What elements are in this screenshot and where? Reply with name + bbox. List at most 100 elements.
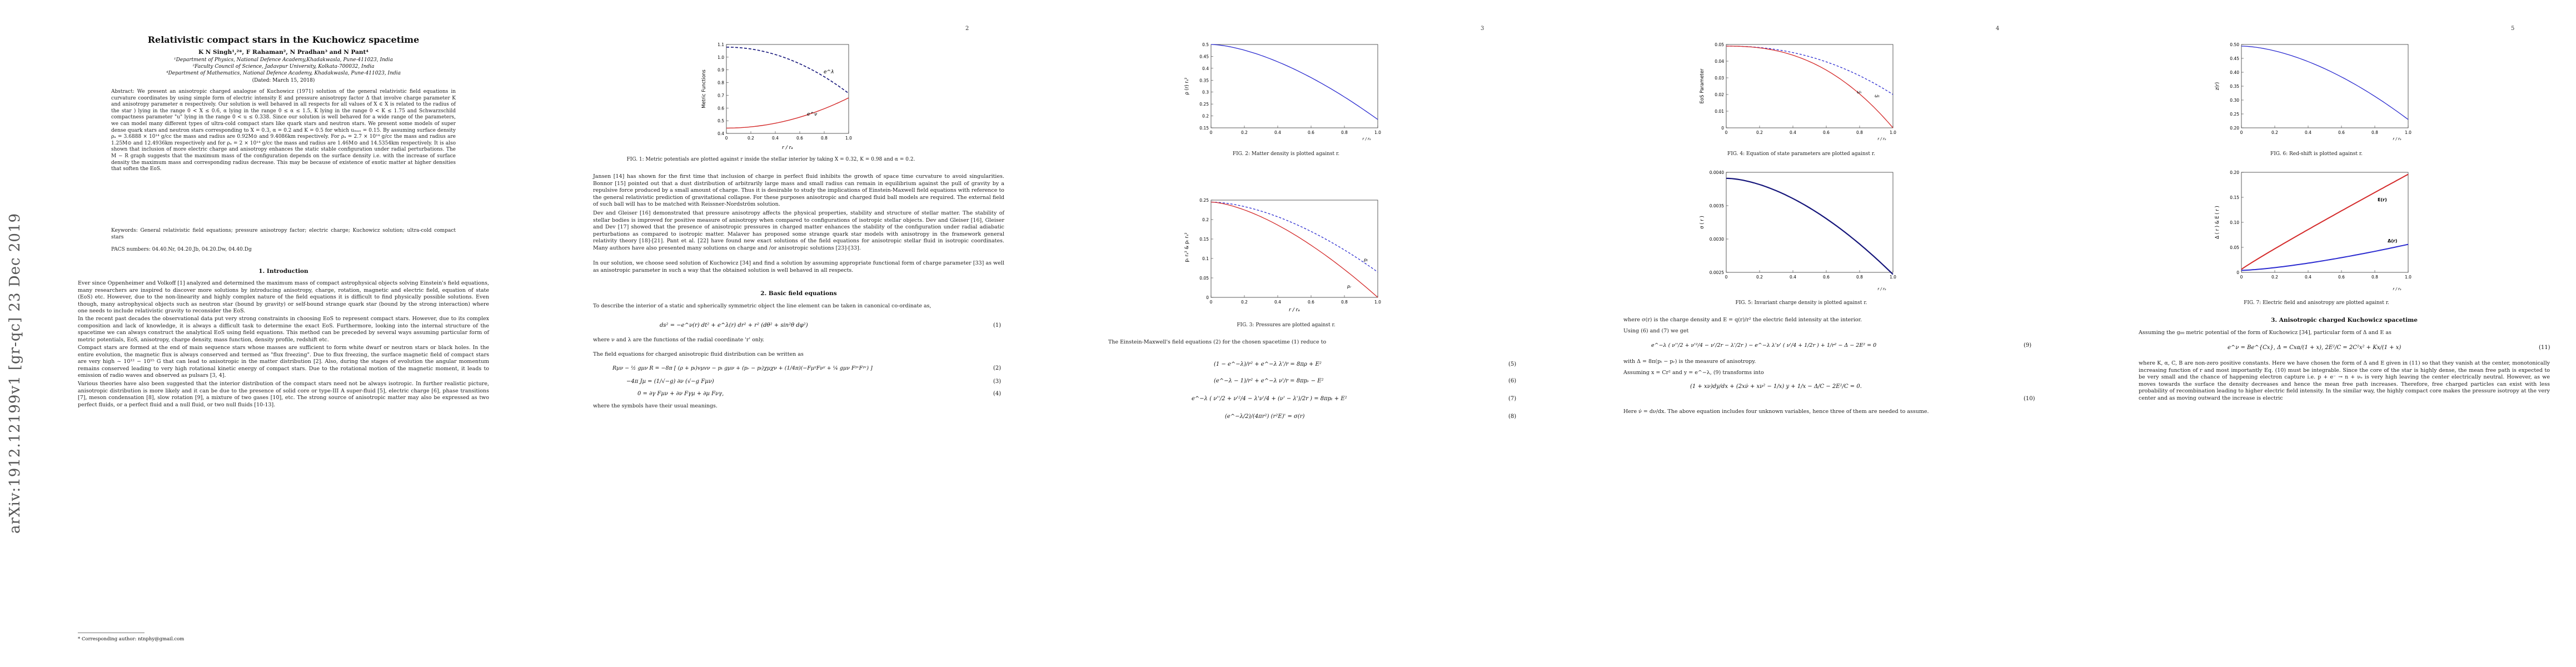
fig2-tick-label: 0.2 (1202, 114, 1209, 119)
fig5-tick-label: 0.0040 (1710, 170, 1724, 175)
fig7-tick-label: 0.05 (2230, 245, 2239, 250)
fig3-tick-label: 0 (1210, 300, 1213, 305)
fig4-tick-label: 0.8 (1856, 130, 1863, 135)
equation-3: −4π Jµ = (1/√−g) ∂ν (√−g Fµν) (626, 379, 714, 385)
page4-paragraph-2: Using (6) and (7) we get (1623, 328, 1689, 334)
fig7-tick-label: 0.4 (2305, 275, 2311, 280)
page4-paragraph-1: where σ(r) is the charge density and E =… (1623, 317, 1862, 323)
fig2-tick-label: 0.4 (1202, 66, 1209, 71)
fig3-radial-pressure-line (1210, 201, 1378, 298)
figure-2-caption: FIG. 2: Matter density is plotted agains… (1232, 151, 1340, 157)
fig7-xlabel: r / rₐ (2393, 287, 2401, 291)
fig7-tick-label: 0 (2240, 275, 2243, 280)
fig6-redshift-line (2241, 46, 2409, 120)
fig1-metric-lambda-line (726, 47, 849, 94)
fig7-ylabel: Δ ( r ) & E ( r ) (2215, 206, 2220, 239)
eq-number-7: (7) (1508, 396, 1517, 402)
arxiv-id: arXiv:1912.12199v1 [gr-qc] 23 Dec 2019 (7, 212, 23, 534)
equation-10: (1 + xν)dy/dx + (2xν̇ + xν² − 1/x) y + 1… (1690, 384, 1862, 390)
fig1-tick-label: 0.4 (718, 131, 724, 136)
page-number: 5 (2511, 26, 2515, 32)
figure-1-caption: FIG. 1: Metric potentials are plotted ag… (626, 157, 915, 162)
fig6-tick-label: 1.0 (2405, 130, 2411, 135)
fig3-tick-label: 0.4 (1274, 300, 1281, 305)
fig6-tick-label: 0.2 (2271, 130, 2278, 135)
fig4-tick-label: 0.4 (1790, 130, 1796, 135)
equation-5: (1 − e^−λ)/r² + e^−λ λ'/r = 8πρ + E² (1214, 361, 1322, 367)
fig3-tick-label: 0.1 (1202, 256, 1209, 261)
fig3-tick-label: 0.2 (1241, 300, 1248, 305)
dated: (Dated: March 15, 2018) (252, 78, 315, 83)
fig5-tick-label: 0.0025 (1710, 270, 1724, 275)
affiliation-1: ¹Department of Physics, National Defence… (174, 57, 393, 63)
fig3-label-pt: pₜ (1363, 257, 1368, 262)
fig2-ylabel: ρ (r) rₐ² (1184, 77, 1190, 94)
eq-number-5: (5) (1508, 361, 1517, 367)
fig3-frame (1210, 200, 1378, 298)
intro-heading: 1. Introduction (258, 268, 308, 275)
page3-paragraph-1: The Einstein-Maxwell's field equations (… (1108, 339, 1327, 345)
fig7-tick-label: 0.6 (2338, 275, 2345, 280)
fig3-tick-label: 1.0 (1374, 300, 1381, 305)
figure-7-chart: 0.20 0.15 0.10 0.05 00 0.2 0.4 0.6 0.8 1.0 E(r) Δ… (2215, 170, 2411, 291)
fig3-ylabel: pᵣ rₐ² & pₜ rₐ² (1184, 232, 1190, 262)
fig6-tick-label: 0.45 (2230, 56, 2239, 61)
fig1-tick-label: 0.5 (718, 118, 724, 123)
fig6-tick-label: 0.4 (2305, 130, 2311, 135)
paper-title: Relativistic compact stars in the Kuchow… (147, 34, 420, 45)
fig7-tick-label: 0.15 (2230, 195, 2239, 200)
fig4-label-omega-t: ωₜ (1875, 93, 1880, 98)
fig4-omega-t-line (1726, 46, 1894, 95)
fig4-tick-label: 1.0 (1890, 130, 1896, 135)
eq-number-2: (2) (993, 365, 1001, 371)
fig1-tick-label: 0.4 (772, 136, 779, 141)
fig5-charge-density-line (1726, 177, 1894, 275)
fig1-metric-nu-line (726, 97, 849, 129)
equation-7: e^−λ ( ν''/2 + ν'²/4 − λ'ν'/4 + (ν' − λ'… (1192, 396, 1347, 402)
fig2-tick-label: 1.0 (1374, 130, 1381, 135)
eq-number-3: (3) (993, 379, 1001, 385)
fig2-tick-label: 0.4 (1274, 130, 1281, 135)
fig5-tick-label: 0.2 (1756, 275, 1763, 280)
fig3-tick-label: 0.2 (1202, 217, 1209, 222)
figure-5-caption: FIG. 5: Invariant charge density is plot… (1735, 300, 1867, 306)
fig6-tick-label: 0.6 (2338, 130, 2345, 135)
fig4-tick-label: 0.05 (1715, 42, 1724, 47)
fig2-tick-label: 0.25 (1199, 102, 1209, 107)
figure-1-chart: 1.11.00.90.80.70.60.50.40 0.2 0.4 0.6 0.8 1.0… (701, 42, 852, 151)
fig7-electric-field-line (2241, 173, 2409, 270)
fig5-tick-label: 0.8 (1856, 275, 1863, 280)
fig4-tick-label: 0.2 (1756, 130, 1763, 135)
fig2-tick-label: 0.6 (1308, 130, 1314, 135)
fig5-tick-label: 0 (1725, 275, 1728, 280)
fig2-density-line (1210, 44, 1378, 120)
fig3-tick-label: 0.25 (1199, 198, 1209, 203)
fig1-tick-label: 0.8 (821, 136, 828, 141)
fig6-tick-label: 0.50 (2230, 42, 2239, 47)
fig1-tick-label: 0.2 (748, 136, 754, 141)
fig4-label-omega-r: ωᵣ (1857, 89, 1862, 94)
fig7-label-delta: Δ(r) (2388, 238, 2397, 243)
fig7-tick-label: 0 (2236, 270, 2239, 275)
fig4-tick-label: 0.04 (1715, 59, 1724, 64)
eq-number-9: (9) (2024, 342, 2032, 349)
fig3-tangential-pressure-line (1210, 201, 1378, 273)
fig6-ylabel: z(r) (2215, 82, 2220, 91)
fig4-tick-label: 0.6 (1823, 130, 1830, 135)
page-5: 5 0.50 0.45 0.40 0.35 0.30 0.25 0.20 0 0.2 0.4 0.6… (2061, 0, 2576, 667)
page-number: 3 (1481, 26, 1484, 32)
fig2-tick-label: 0.3 (1202, 90, 1209, 95)
fig5-tick-label: 0.6 (1823, 275, 1830, 280)
affiliation-3: ⁴Department of Mathematics, National Def… (166, 71, 401, 76)
fig5-tick-label: 0.0035 (1710, 203, 1724, 208)
affiliation-2: ²Faculty Council of Science, Jadavpur Un… (192, 64, 375, 69)
fig1-label-nu: e^ν (807, 112, 817, 117)
fig1-tick-label: 1.1 (718, 42, 724, 47)
page5-paragraph-2: where K, α, C, B are non-zero positive c… (2139, 360, 2550, 401)
fig7-label-E: E(r) (2378, 197, 2387, 202)
fig4-frame (1726, 44, 1894, 128)
intro-paragraph-4: Various theories have also been suggeste… (78, 381, 489, 408)
page2-paragraph-6: The field equations for charged anisotro… (593, 351, 804, 357)
fig6-tick-label: 0 (2240, 130, 2243, 135)
fig4-tick-label: 0.02 (1715, 92, 1724, 97)
